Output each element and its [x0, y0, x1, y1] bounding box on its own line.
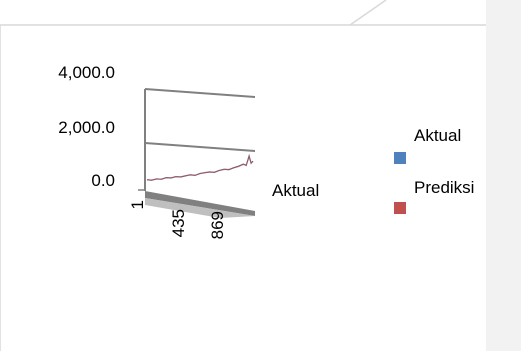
legend: Aktual Prediksi: [394, 126, 474, 214]
legend-swatch-aktual: [394, 152, 406, 164]
x-tick-label: 435: [169, 209, 188, 237]
gridline: [144, 88, 256, 98]
depth-axis-label: Aktual: [272, 181, 319, 200]
y-tick-label: 4,000.0: [58, 63, 115, 82]
legend-swatch-prediksi: [394, 202, 406, 214]
series-line-aktual: [146, 153, 254, 181]
plot-floor: [145, 191, 255, 216]
gridline: [144, 142, 256, 152]
plot-floor-edge: [145, 198, 255, 218]
x-tick-label: 1: [128, 200, 147, 209]
series-group: [146, 153, 254, 181]
scrollbar-area: [486, 0, 521, 351]
y-tick-label: 0.0: [91, 171, 115, 190]
x-tick-label: 869: [208, 211, 227, 239]
series-line-prediksi: [146, 155, 254, 181]
y-tick-label: 2,000.0: [58, 118, 115, 137]
legend-label-aktual: Aktual: [414, 126, 461, 145]
legend-label-prediksi: Prediksi: [414, 178, 474, 197]
